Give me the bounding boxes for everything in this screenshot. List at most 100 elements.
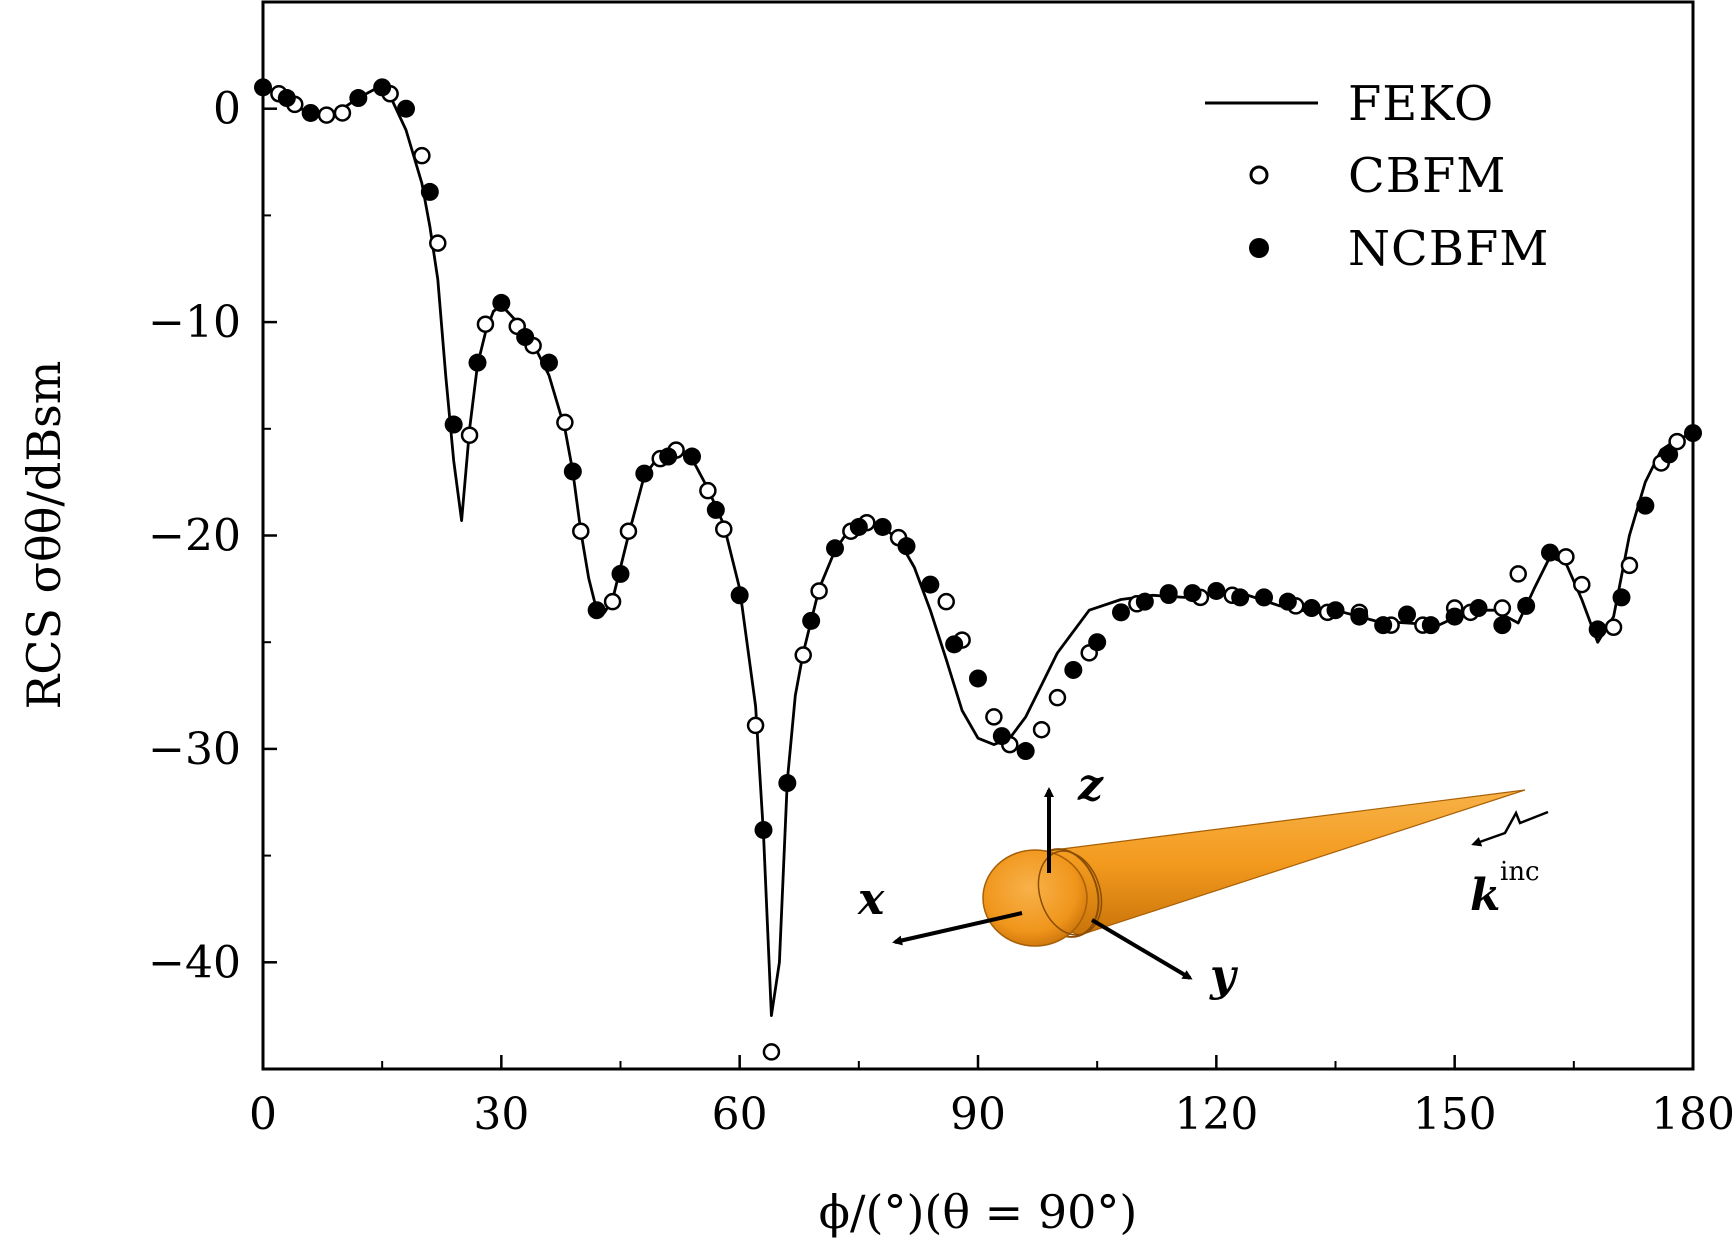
- ncbfm-point: [420, 182, 439, 201]
- cbfm-point: [746, 716, 765, 735]
- legend: FEKO CBFM NCBFM: [1205, 76, 1549, 277]
- cbfm-point: [572, 522, 590, 540]
- ncbfm-point: [444, 415, 463, 434]
- ncbfm-point: [1588, 620, 1607, 639]
- ncbfm-point: [1135, 592, 1154, 611]
- ncbfm-point: [516, 328, 535, 347]
- ncbfm-point: [492, 293, 511, 312]
- y-tick-label: −30: [148, 724, 241, 775]
- ncbfm-point: [1159, 584, 1178, 603]
- ncbfm-point: [754, 820, 773, 839]
- ncbfm-point: [1636, 496, 1655, 515]
- ncbfm-point: [468, 353, 487, 372]
- ncbfm-point: [1374, 616, 1393, 635]
- cbfm-point: [985, 708, 1003, 726]
- ncbfm-point: [1302, 599, 1321, 618]
- cbfm-point: [333, 104, 352, 122]
- ncbfm-point: [921, 575, 940, 594]
- cbfm-point: [1032, 720, 1051, 739]
- ncbfm-point: [992, 727, 1011, 746]
- legend-cbfm-label: CBFM: [1348, 148, 1506, 204]
- x-tick-label: 90: [950, 1089, 1006, 1140]
- ncbfm-point: [1088, 633, 1107, 652]
- x-tick-label: 60: [712, 1089, 768, 1140]
- cbfm-point: [603, 592, 622, 611]
- cone-base-ring-inner-icon: [1037, 850, 1103, 936]
- x-tick-label: 0: [249, 1089, 277, 1140]
- cbfm-point: [1048, 688, 1067, 707]
- x-tick-label: 30: [473, 1089, 529, 1140]
- ncbfm-point: [1255, 588, 1273, 607]
- ncbfm-point: [1493, 616, 1512, 635]
- ncbfm-point: [1541, 543, 1559, 562]
- ncbfm-point: [1350, 607, 1369, 626]
- ncbfm-point: [635, 464, 654, 483]
- cbfm-point: [794, 646, 812, 664]
- cone-body-icon: [1037, 789, 1526, 936]
- ncbfm-point: [397, 99, 415, 118]
- y-axis-ticks: 0 −10 −20 −30 −40: [148, 1, 277, 1070]
- ncbfm-point: [1183, 584, 1202, 603]
- ncbfm-point: [1517, 596, 1536, 615]
- inset-y-label: y: [1209, 950, 1239, 1001]
- legend-ncbfm-swatch: [1249, 238, 1269, 258]
- cbfm-point: [317, 106, 336, 124]
- cbfm-point: [810, 582, 828, 600]
- incident-wave-arrow-icon: [1471, 810, 1549, 847]
- cbfm-point: [413, 146, 431, 165]
- ncbfm-point: [659, 447, 678, 466]
- ncbfm-point: [254, 78, 272, 97]
- ncbfm-point: [706, 500, 725, 519]
- cbfm-point: [1557, 548, 1575, 566]
- ncbfm-point: [802, 611, 821, 630]
- cbfm-point: [762, 1043, 781, 1061]
- cbfm-point: [715, 520, 733, 538]
- cbfm-point: [1620, 556, 1639, 575]
- cbfm-point: [429, 234, 447, 252]
- ncbfm-point: [826, 539, 844, 558]
- ncbfm-point: [945, 635, 964, 654]
- ncbfm-point: [1231, 588, 1250, 607]
- ncbfm-point: [349, 89, 368, 108]
- ncbfm-point: [1326, 601, 1345, 620]
- legend-ncbfm-label: NCBFM: [1348, 221, 1549, 277]
- y-tick-label: −20: [148, 511, 241, 562]
- x-tick-label: 180: [1651, 1089, 1732, 1140]
- inset-z-label: z: [1077, 760, 1104, 811]
- cbfm-point: [556, 413, 574, 432]
- y-axis-arrow-icon: [1090, 918, 1193, 980]
- ncbfm-point: [1064, 660, 1083, 679]
- ncbfm-point: [1398, 605, 1416, 624]
- y-tick-label: −40: [148, 937, 241, 988]
- cbfm-point: [1509, 565, 1527, 583]
- ncbfm-point: [1612, 588, 1631, 607]
- ncbfm-point: [1469, 599, 1488, 618]
- x-axis-arrow-icon: [892, 911, 1023, 946]
- x-tick-label: 150: [1413, 1089, 1497, 1140]
- ncbfm-point: [563, 462, 582, 481]
- ncbfm-point: [1016, 742, 1035, 761]
- ncbfm-point: [1207, 581, 1226, 600]
- y-tick-label: 0: [213, 84, 241, 135]
- ncbfm-point: [587, 601, 606, 620]
- ncbfm-point: [301, 103, 320, 122]
- ncbfm-point: [540, 353, 558, 372]
- cbfm-point: [1573, 575, 1591, 594]
- ncbfm-point: [969, 669, 987, 688]
- y-axis-title: RCS σθθ/dBsm: [17, 361, 71, 710]
- cbfm-point: [1604, 618, 1623, 637]
- ncbfm-point: [1112, 603, 1130, 622]
- ncbfm-point: [873, 517, 892, 536]
- x-axis-title: ϕ/(°)(θ = 90°): [819, 1185, 1138, 1239]
- ncbfm-point: [1684, 424, 1702, 443]
- legend-cbfm-swatch: [1249, 165, 1269, 185]
- ncbfm-point: [611, 564, 630, 583]
- ncbfm-point: [277, 89, 296, 108]
- cbfm-point: [937, 592, 955, 611]
- cbfm-point: [460, 426, 479, 444]
- ncbfm-point: [730, 586, 749, 605]
- x-tick-label: 120: [1174, 1089, 1258, 1140]
- cbfm-point: [619, 522, 638, 540]
- ncbfm-point: [778, 774, 797, 793]
